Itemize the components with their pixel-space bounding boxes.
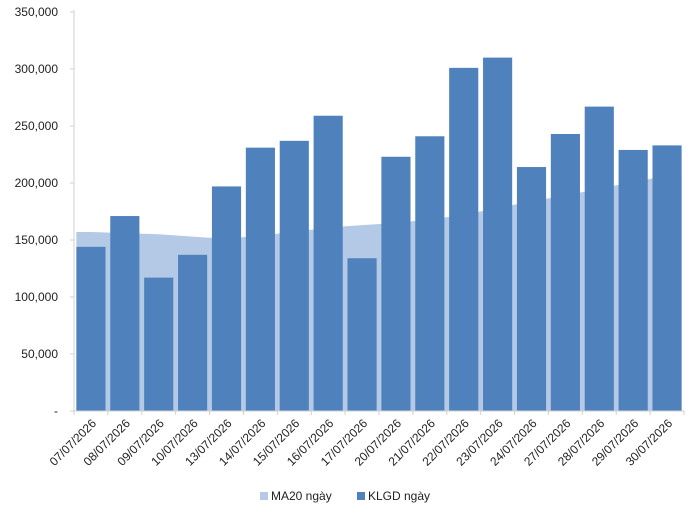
legend-swatch [357,492,365,500]
legend: MA20 ngày KLGD ngày [260,489,430,503]
bar-24/07/2026 [516,167,547,411]
bar-09/07/2026 [144,277,174,411]
bar-23/07/2026 [483,57,513,411]
bar-10/07/2026 [178,254,208,411]
bar-29/07/2026 [618,149,648,411]
legend-item: KLGD ngày [357,489,430,503]
y-tick-label: 350,000 [15,5,59,19]
bar-15/07/2026 [279,140,309,411]
bar-13/07/2026 [211,186,242,411]
bar-30/07/2026 [652,145,682,411]
bar-20/07/2026 [381,156,411,411]
axes [70,10,685,415]
y-tick-label: 250,000 [15,119,59,133]
bar-22/07/2026 [449,67,479,412]
y-tick-label: 200,000 [15,176,59,190]
bar-16/07/2026 [313,115,343,412]
bar-08/07/2026 [110,216,140,411]
y-tick-label: 100,000 [15,290,59,304]
y-tick-label: 300,000 [15,62,59,76]
legend-label: MA20 ngày [271,489,332,503]
bar-14/07/2026 [245,147,275,411]
legend-item: MA20 ngày [260,489,332,503]
y-tick-label: 50,000 [21,347,58,361]
bar-27/07/2026 [550,133,580,412]
bar-07/07/2026 [76,246,106,411]
legend-label: KLGD ngày [368,489,430,503]
bar-17/07/2026 [347,258,377,411]
y-tick-label: 150,000 [15,233,59,247]
bar-layer [76,57,682,412]
legend-swatch [260,492,268,500]
bar-28/07/2026 [584,106,614,412]
bar-21/07/2026 [415,136,445,411]
y-tick-label: - [54,404,58,418]
